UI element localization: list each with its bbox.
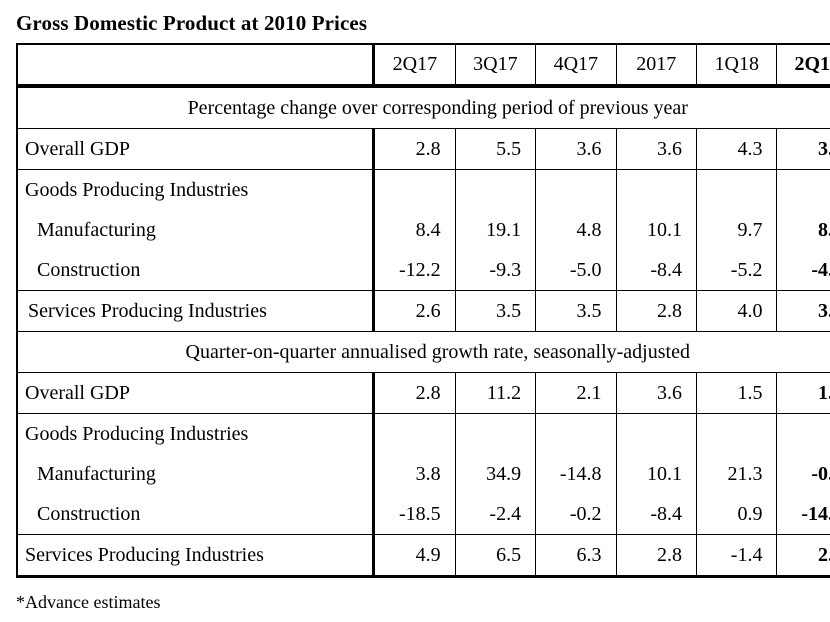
row-label: Goods Producing Industries: [16, 169, 376, 210]
value-cell: 3.2: [776, 290, 830, 332]
column-header: 2Q18: [776, 43, 830, 88]
row-label: Services Producing Industries: [16, 290, 376, 332]
value-cell: 8.1: [776, 210, 830, 250]
gdp-table-viewport: 2Q17 3Q17 4Q17 2017 1Q18 2Q18 Percentage…: [16, 43, 830, 578]
value-cell: [615, 413, 698, 454]
value-cell: -8.4: [615, 494, 698, 535]
gdp-table: 2Q17 3Q17 4Q17 2017 1Q18 2Q18 Percentage…: [16, 43, 830, 578]
table-row: Services Producing Industries 2.6 3.5 3.…: [16, 290, 830, 332]
value-cell: [615, 169, 698, 210]
value-cell: 3.5: [454, 290, 537, 332]
value-cell: 4.0: [695, 290, 778, 332]
value-cell: [695, 169, 778, 210]
section-heading: Quarter-on-quarter annualised growth rat…: [16, 331, 830, 373]
table-row: Manufacturing 3.8 34.9 -14.8 10.1 21.3 -…: [16, 454, 830, 494]
value-cell: -12.2: [373, 250, 456, 291]
value-cell: -4.6: [776, 250, 830, 291]
column-header: 2Q17: [373, 43, 456, 88]
row-label: Construction: [16, 250, 376, 291]
value-cell: 2.8: [615, 290, 698, 332]
value-cell: [776, 413, 830, 454]
table-row: Goods Producing Industries: [16, 413, 830, 454]
value-cell: 10.1: [615, 454, 698, 494]
value-cell: [373, 413, 456, 454]
value-cell: -1.4: [695, 534, 778, 578]
value-cell: 2.6: [373, 290, 456, 332]
table-row: Overall GDP 2.8 5.5 3.6 3.6 4.3 3.8: [16, 128, 830, 170]
value-cell: 0.9: [695, 494, 778, 535]
value-cell: [454, 169, 537, 210]
column-header: 1Q18: [695, 43, 778, 88]
section-heading: Percentage change over corresponding per…: [16, 86, 830, 129]
row-label: Services Producing Industries: [16, 534, 376, 578]
value-cell: 2.8: [373, 128, 456, 170]
value-cell: [454, 413, 537, 454]
value-cell: 6.3: [535, 534, 617, 578]
column-header: 3Q17: [454, 43, 537, 88]
value-cell: 2.8: [373, 372, 456, 414]
footnote: *Advance estimates: [16, 592, 161, 612]
value-cell: [535, 169, 617, 210]
value-cell: -0.5: [776, 454, 830, 494]
value-cell: [373, 169, 456, 210]
value-cell: [695, 413, 778, 454]
value-cell: 2.1: [535, 372, 617, 414]
value-cell: 9.7: [695, 210, 778, 250]
table-row: Manufacturing 8.4 19.1 4.8 10.1 9.7 8.1: [16, 210, 830, 250]
value-cell: 3.8: [776, 128, 830, 170]
value-cell: 10.1: [615, 210, 698, 250]
value-cell: -9.3: [454, 250, 537, 291]
value-cell: 19.1: [454, 210, 537, 250]
value-cell: [776, 169, 830, 210]
header-corner-cell: [16, 43, 376, 88]
table-title: Gross Domestic Product at 2010 Prices: [16, 11, 368, 35]
value-cell: 3.5: [535, 290, 617, 332]
value-cell: 34.9: [454, 454, 537, 494]
section-heading-row: Quarter-on-quarter annualised growth rat…: [16, 331, 830, 373]
section-heading-row: Percentage change over corresponding per…: [16, 86, 830, 129]
value-cell: 11.2: [454, 372, 537, 414]
value-cell: -18.5: [373, 494, 456, 535]
value-cell: 1.5: [695, 372, 778, 414]
value-cell: 8.4: [373, 210, 456, 250]
table-row: Construction -18.5 -2.4 -0.2 -8.4 0.9 -1…: [16, 494, 830, 535]
value-cell: 4.8: [535, 210, 617, 250]
header-row: 2Q17 3Q17 4Q17 2017 1Q18 2Q18: [16, 43, 830, 88]
row-label: Manufacturing: [16, 454, 376, 494]
table-row: Construction -12.2 -9.3 -5.0 -8.4 -5.2 -…: [16, 250, 830, 291]
row-label: Goods Producing Industries: [16, 413, 376, 454]
row-label: Overall GDP: [16, 372, 376, 414]
value-cell: [535, 413, 617, 454]
column-header: 2017: [615, 43, 698, 88]
value-cell: 5.5: [454, 128, 537, 170]
value-cell: -5.2: [695, 250, 778, 291]
value-cell: -8.4: [615, 250, 698, 291]
row-label: Manufacturing: [16, 210, 376, 250]
value-cell: 21.3: [695, 454, 778, 494]
value-cell: 4.3: [695, 128, 778, 170]
value-cell: 2.8: [615, 534, 698, 578]
value-cell: 1.3: [776, 372, 830, 414]
column-header: 4Q17: [535, 43, 617, 88]
value-cell: 6.5: [454, 534, 537, 578]
value-cell: 3.6: [615, 372, 698, 414]
value-cell: -14.8: [535, 454, 617, 494]
table-row: Goods Producing Industries: [16, 169, 830, 210]
value-cell: -2.4: [454, 494, 537, 535]
value-cell: 3.6: [535, 128, 617, 170]
row-label: Overall GDP: [16, 128, 376, 170]
value-cell: 3.6: [615, 128, 698, 170]
value-cell: 2.7: [776, 534, 830, 578]
value-cell: 4.9: [373, 534, 456, 578]
value-cell: 3.8: [373, 454, 456, 494]
table-row: Services Producing Industries 4.9 6.5 6.…: [16, 534, 830, 578]
value-cell: -5.0: [535, 250, 617, 291]
value-cell: -0.2: [535, 494, 617, 535]
value-cell: -14.1: [776, 494, 830, 535]
row-label: Construction: [16, 494, 376, 535]
table-row: Overall GDP 2.8 11.2 2.1 3.6 1.5 1.3: [16, 372, 830, 414]
